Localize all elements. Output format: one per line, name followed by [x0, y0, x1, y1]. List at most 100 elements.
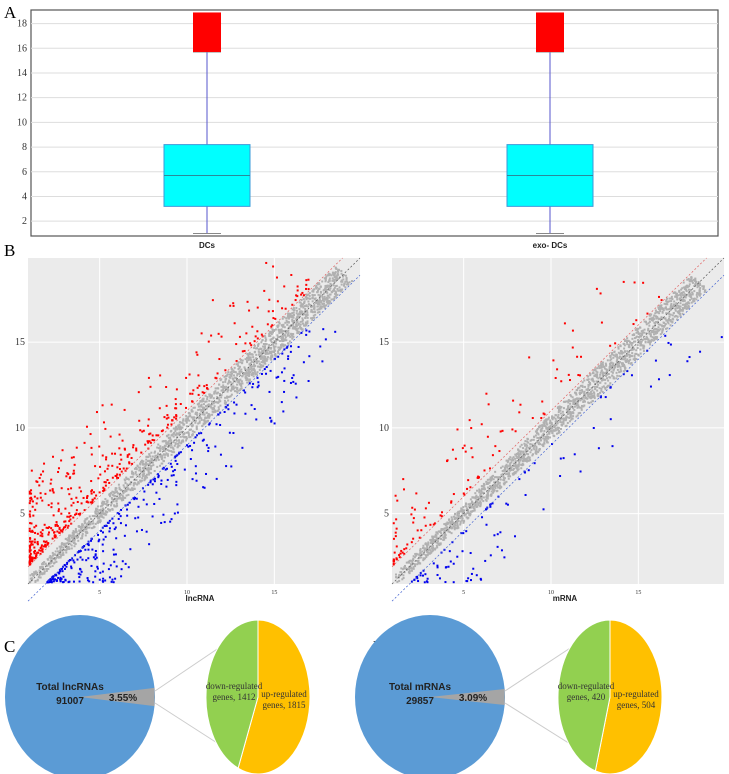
point-up: [47, 533, 50, 536]
point-unchanged: [319, 285, 322, 288]
point-unchanged: [106, 501, 109, 504]
point-down: [120, 575, 123, 578]
point-unchanged: [562, 413, 565, 416]
point-unchanged: [527, 459, 530, 462]
point-unchanged: [188, 428, 191, 431]
point-unchanged: [310, 309, 313, 312]
point-up: [116, 473, 119, 476]
point-down: [62, 580, 65, 583]
reference-line: [391, 257, 707, 568]
point-up: [147, 441, 150, 444]
point-unchanged: [304, 310, 307, 313]
point-unchanged: [587, 383, 590, 386]
point-unchanged: [668, 315, 671, 318]
point-unchanged: [542, 445, 545, 448]
outlier-band: [193, 12, 221, 52]
point-unchanged: [338, 286, 341, 289]
point-down: [151, 483, 154, 486]
point-up: [128, 462, 131, 465]
point-unchanged: [556, 432, 559, 435]
point-unchanged: [327, 302, 330, 305]
point-unchanged: [596, 393, 599, 396]
point-unchanged: [533, 448, 536, 451]
point-unchanged: [238, 365, 241, 368]
point-unchanged: [478, 488, 481, 491]
point-up: [47, 504, 50, 507]
point-unchanged: [429, 552, 432, 555]
point-unchanged: [240, 380, 243, 383]
point-unchanged: [228, 373, 231, 376]
point-unchanged: [180, 421, 183, 424]
point-up: [276, 300, 279, 303]
point-up: [158, 407, 161, 410]
point-unchanged: [648, 341, 651, 344]
point-down: [179, 451, 182, 454]
point-unchanged: [426, 554, 429, 557]
point-unchanged: [432, 535, 435, 538]
point-unchanged: [302, 303, 305, 306]
point-unchanged: [282, 330, 285, 333]
point-up: [272, 317, 275, 320]
point-unchanged: [319, 294, 322, 297]
point-unchanged: [288, 316, 291, 319]
x-tick-label: 5: [462, 590, 465, 596]
point-unchanged: [686, 303, 689, 306]
point-unchanged: [143, 470, 146, 473]
point-down: [207, 450, 210, 453]
point-unchanged: [666, 321, 669, 324]
point-up: [646, 312, 649, 315]
point-up: [101, 454, 104, 457]
point-unchanged: [687, 306, 690, 309]
point-down: [422, 574, 425, 577]
point-unchanged: [163, 456, 166, 459]
point-unchanged: [324, 279, 327, 282]
point-unchanged: [482, 491, 485, 494]
point-down: [153, 477, 156, 480]
point-unchanged: [160, 458, 163, 461]
point-unchanged: [566, 400, 569, 403]
point-unchanged: [293, 309, 296, 312]
point-unchanged: [522, 455, 525, 458]
point-down: [134, 517, 137, 520]
point-unchanged: [588, 402, 591, 405]
point-unchanged: [419, 549, 422, 552]
point-down: [79, 556, 82, 559]
point-unchanged: [226, 382, 229, 385]
point-unchanged: [658, 329, 661, 332]
point-unchanged: [337, 270, 340, 273]
point-unchanged: [78, 533, 81, 536]
point-up: [101, 404, 104, 407]
point-unchanged: [539, 438, 542, 441]
point-unchanged: [232, 386, 235, 389]
point-unchanged: [291, 320, 294, 323]
point-unchanged: [652, 325, 655, 328]
point-unchanged: [136, 465, 139, 468]
point-unchanged: [418, 562, 421, 565]
point-unchanged: [211, 413, 214, 416]
point-unchanged: [155, 454, 158, 457]
point-unchanged: [227, 399, 230, 402]
point-up: [401, 551, 404, 554]
point-unchanged: [198, 421, 201, 424]
point-unchanged: [518, 453, 521, 456]
point-up: [432, 523, 435, 526]
point-unchanged: [434, 548, 437, 551]
point-unchanged: [587, 385, 590, 388]
point-unchanged: [569, 400, 572, 403]
point-unchanged: [310, 310, 313, 313]
point-unchanged: [254, 347, 257, 350]
point-unchanged: [619, 345, 622, 348]
point-unchanged: [183, 436, 186, 439]
point-unchanged: [651, 329, 654, 332]
point-unchanged: [568, 399, 571, 402]
point-down: [604, 396, 607, 399]
point-unchanged: [290, 316, 293, 319]
point-unchanged: [260, 351, 263, 354]
point-unchanged: [620, 370, 623, 373]
point-up: [576, 355, 579, 358]
point-unchanged: [584, 397, 587, 400]
point-unchanged: [467, 516, 470, 519]
point-up: [35, 480, 38, 483]
point-up: [57, 467, 60, 470]
point-unchanged: [50, 561, 53, 564]
